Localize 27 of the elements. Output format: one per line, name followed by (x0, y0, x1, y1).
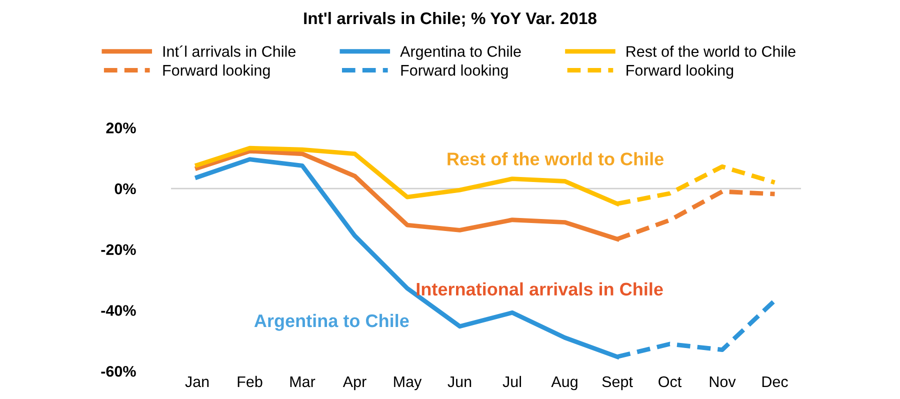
annotation: International arrivals in Chile (416, 282, 663, 296)
x-tick-label: Dec (762, 376, 788, 388)
y-tick-label: -60% (101, 366, 136, 377)
chart-title: Int'l arrivals in Chile; % YoY Var. 2018 (304, 12, 596, 27)
y-tick-label: 0% (114, 183, 136, 194)
legend-label: Forward looking (163, 64, 270, 79)
x-tick-label: May (394, 376, 422, 390)
y-tick-label: -40% (101, 305, 136, 316)
x-tick-label: Aug (551, 376, 578, 390)
x-tick-label: Nov (710, 376, 736, 388)
x-tick-label: Jun (448, 376, 472, 388)
x-tick-label: Apr (342, 376, 366, 390)
x-tick-label: Sept (602, 376, 633, 390)
legend-label: Int´l arrivals in Chile (163, 45, 296, 57)
legend-label: Argentina to Chile (400, 46, 521, 60)
x-tick-label: Jan (185, 376, 209, 388)
x-tick-label: Jul (502, 376, 521, 388)
legend-label: Rest of the world to Chile (626, 46, 796, 57)
legend-label: Forward looking (401, 64, 508, 79)
x-tick-label: Oct (658, 376, 682, 388)
annotation: Argentina to Chile (254, 314, 409, 331)
y-tick-label: -20% (101, 244, 136, 256)
y-tick-label: 20% (106, 122, 136, 134)
x-tick-label: Feb (238, 376, 262, 388)
annotation: Rest of the world to Chile (448, 152, 664, 166)
x-tick-label: Mar (290, 376, 316, 388)
legend-label: Forward looking (626, 64, 734, 79)
